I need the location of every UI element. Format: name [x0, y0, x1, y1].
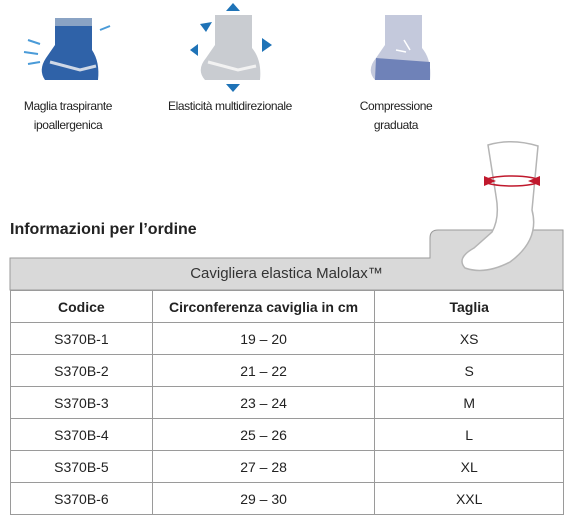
table-cell: 21 – 22 — [151, 354, 376, 387]
table-row: S370B-2 21 – 22 S — [10, 354, 564, 387]
feature-line: Compressione — [359, 99, 433, 113]
table-tab — [9, 229, 564, 291]
column-header: Codice — [10, 290, 153, 323]
table-cell: 19 – 20 — [151, 322, 376, 355]
table-cell: XXL — [374, 482, 564, 515]
table-title: Cavigliera elastica Malolax™ — [190, 265, 383, 282]
table-cell: XS — [374, 322, 564, 355]
table-cell: S370B-6 — [10, 482, 153, 515]
table-cell: 25 – 26 — [151, 418, 376, 451]
table-row: S370B-6 29 – 30 XXL — [10, 482, 564, 515]
feature-line: ipoallergenica — [33, 118, 103, 132]
table-cell: S370B-3 — [10, 386, 153, 419]
table-cell: S370B-5 — [10, 450, 153, 483]
table-cell: 29 – 30 — [151, 482, 376, 515]
icon-elastic — [190, 3, 272, 92]
feature-line: Maglia traspirante — [23, 99, 113, 113]
feature-label: Compressione graduata — [316, 97, 476, 135]
feature-label: Maglia traspirante ipoallergenica — [0, 97, 148, 135]
icon-compression — [370, 15, 431, 80]
table-cell: L — [374, 418, 564, 451]
sock-illustration — [461, 141, 540, 272]
section-heading: Informazioni per l’ordine — [10, 221, 197, 238]
table-cell: S370B-4 — [10, 418, 153, 451]
order-table: Codice Circonferenza caviglia in cm Taglia… — [10, 290, 564, 515]
column-header: Circonferenza caviglia in cm — [151, 290, 376, 323]
table-cell: S370B-2 — [10, 354, 153, 387]
table-cell: S — [374, 354, 564, 387]
table-body: S370B-1 19 – 20 XS S370B-2 21 – 22 S S370B-3 23… — [10, 322, 564, 515]
table-cell: M — [374, 386, 564, 419]
table-cell: 27 – 28 — [151, 450, 376, 483]
table-cell: XL — [374, 450, 564, 483]
table-row: S370B-1 19 – 20 XS — [10, 322, 564, 355]
table-row: S370B-5 27 – 28 XL — [10, 450, 564, 483]
icon-breathable — [23, 18, 111, 80]
feature-line: graduata — [373, 118, 419, 132]
column-header: Taglia — [374, 290, 564, 323]
table-row: S370B-3 23 – 24 M — [10, 386, 564, 419]
feature-line: Elasticità multidirezionale — [168, 99, 292, 113]
feature-label: Elasticità multidirezionale — [150, 97, 310, 116]
table-cell: 23 – 24 — [151, 386, 376, 419]
table-row: S370B-4 25 – 26 L — [10, 418, 564, 451]
table-cell: S370B-1 — [10, 322, 153, 355]
header-row: Codice Circonferenza caviglia in cm Taglia — [10, 290, 564, 323]
